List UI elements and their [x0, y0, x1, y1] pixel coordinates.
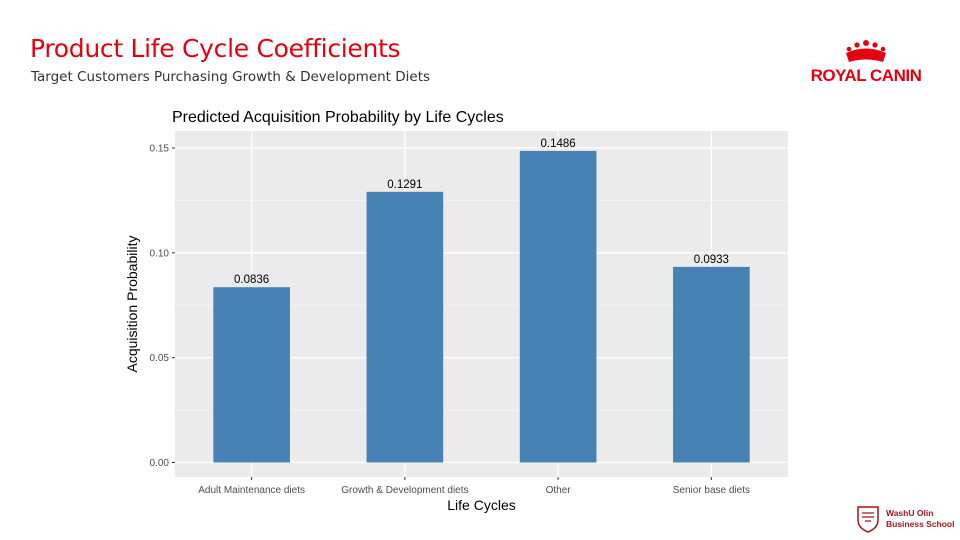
y-tick-label: 0.10	[150, 248, 170, 259]
footer-text: WashU Olin Business School	[886, 508, 955, 530]
bar-4	[673, 266, 750, 463]
footer-line-1: WashU Olin	[886, 508, 934, 518]
y-axis-title: Acquisition Probability	[124, 236, 140, 373]
footer-line-2: Business School	[886, 519, 955, 529]
crown-icon	[846, 40, 886, 62]
chart-title: Predicted Acquisition Probability by Lif…	[172, 109, 504, 126]
slide-title: Product Life Cycle Coefficients	[30, 34, 401, 63]
shield-icon	[857, 506, 879, 533]
data-label: 0.0933	[694, 254, 729, 266]
y-tick-label: 0.05	[150, 353, 170, 364]
x-tick-label: Growth & Development diets	[341, 485, 468, 496]
bar-1	[213, 287, 290, 463]
data-label: 0.1291	[387, 179, 422, 191]
data-label: 0.1486	[541, 138, 576, 150]
y-tick-label: 0.00	[150, 458, 170, 469]
x-tick-label: Adult Maintenance diets	[198, 485, 305, 496]
x-axis-title: Life Cycles	[447, 497, 515, 513]
x-tick-label: Senior base diets	[673, 485, 750, 496]
x-tick-label: Other	[546, 485, 572, 496]
data-label: 0.0836	[234, 274, 269, 286]
slide-subtitle: Target Customers Purchasing Growth & Dev…	[31, 69, 431, 85]
logo-text: ROYAL CANIN	[810, 66, 922, 85]
bar-3	[519, 150, 597, 463]
royal-canin-logo: ROYAL CANIN	[806, 40, 926, 90]
y-tick-label: 0.15	[150, 144, 170, 155]
bar-2	[366, 191, 444, 463]
